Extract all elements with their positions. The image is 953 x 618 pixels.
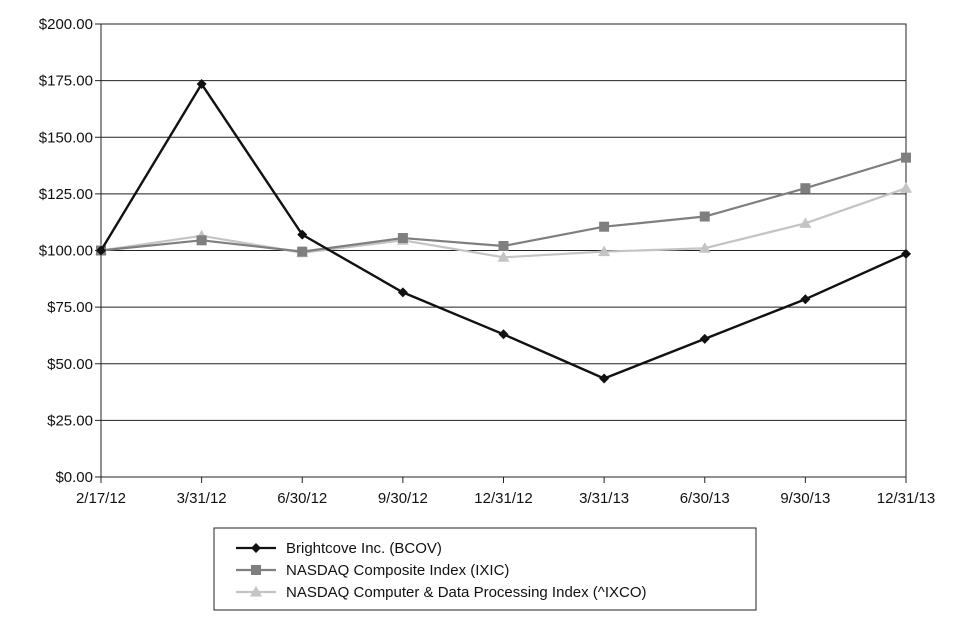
data-point (498, 329, 509, 340)
series-1 (96, 152, 911, 257)
legend-item: Brightcove Inc. (BCOV) (236, 540, 442, 557)
y-axis-ticks: $0.00 $25.00 $50.00 $75.00 $100.00 $125.00 $15… (39, 16, 101, 486)
x-tick-label: 2/17/12 (76, 490, 126, 507)
data-point (498, 240, 509, 251)
x-tick-label: 6/30/13 (680, 490, 730, 507)
data-point (901, 248, 911, 259)
x-tick-label: 12/31/12 (474, 490, 532, 507)
x-tick-label: 12/31/13 (877, 490, 935, 507)
legend-item: NASDAQ Computer & Data Processing Index … (236, 584, 647, 601)
legend-swatch-marker (251, 543, 261, 553)
data-point (599, 221, 610, 232)
y-tick-label: $50.00 (47, 356, 93, 373)
data-point (698, 242, 711, 253)
x-tick-label: 9/30/12 (378, 490, 428, 507)
x-tick-label: 3/31/13 (579, 490, 629, 507)
x-tick-label: 9/30/13 (780, 490, 830, 507)
legend-label: NASDAQ Computer & Data Processing Index … (286, 584, 647, 601)
data-point (497, 251, 510, 262)
data-point (699, 333, 710, 344)
data-point (397, 233, 408, 244)
legend: Brightcove Inc. (BCOV) NASDAQ Composite I… (213, 527, 757, 611)
data-point (196, 235, 207, 246)
data-point (297, 246, 308, 257)
y-tick-label: $150.00 (39, 129, 93, 146)
y-tick-label: $175.00 (39, 73, 93, 90)
x-tick-label: 6/30/12 (277, 490, 327, 507)
data-point (599, 373, 610, 384)
y-tick-label: $25.00 (47, 412, 93, 429)
series-line (100, 156, 907, 253)
series-layer (95, 79, 912, 384)
data-point (598, 245, 611, 257)
data-point (800, 294, 811, 305)
data-point (901, 152, 911, 163)
legend-swatch-marker (251, 565, 261, 575)
x-axis-ticks: 2/17/12 3/31/12 6/30/12 9/30/12 12/31/12 3/31… (76, 477, 935, 507)
data-point (96, 245, 106, 256)
y-tick-label: $75.00 (47, 299, 93, 316)
y-tick-label: $200.00 (39, 16, 93, 33)
legend-label: Brightcove Inc. (BCOV) (286, 540, 442, 557)
x-tick-label: 3/31/12 (177, 490, 227, 507)
data-point (397, 287, 408, 298)
data-point (297, 229, 308, 240)
data-point (699, 211, 710, 222)
legend-item: NASDAQ Composite Index (IXIC) (236, 562, 509, 579)
legend-label: NASDAQ Composite Index (IXIC) (286, 562, 509, 579)
data-point (900, 182, 912, 193)
y-tick-label: $100.00 (39, 243, 93, 260)
data-point (196, 79, 207, 90)
data-point (800, 183, 811, 194)
legend-box (213, 527, 757, 611)
y-tick-label: $125.00 (39, 186, 93, 203)
data-point (799, 217, 812, 228)
legend-swatch-marker (250, 586, 262, 597)
y-tick-label: $0.00 (55, 469, 93, 486)
series-0 (96, 79, 911, 384)
